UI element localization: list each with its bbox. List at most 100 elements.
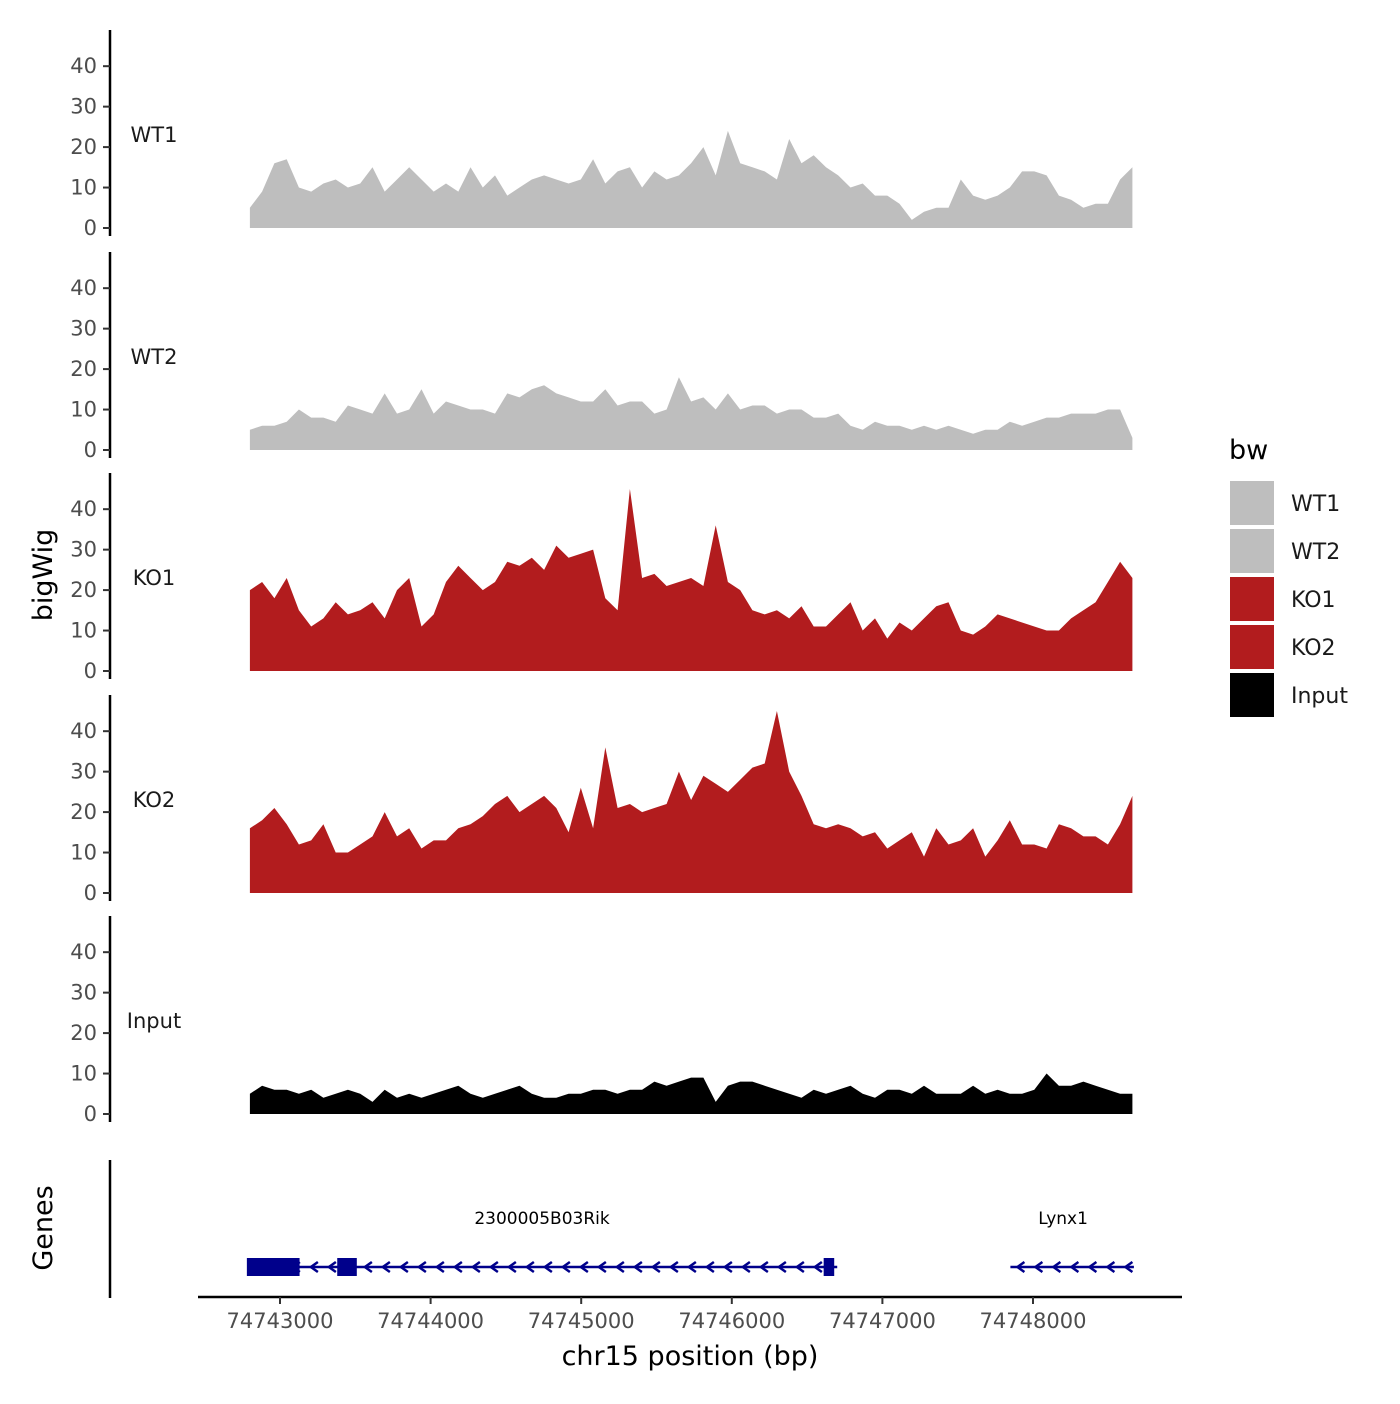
strand-arrow xyxy=(488,1260,499,1274)
genes-panel: 2300005B03Rik Lynx1 xyxy=(108,1160,1134,1298)
y-tick-label: 0 xyxy=(84,216,97,240)
x-axis: 74743000 74744000 74745000 74746000 74747000… xyxy=(198,1295,1182,1333)
strand-arrow xyxy=(326,1260,337,1274)
strand-arrow xyxy=(632,1260,643,1274)
coverage-tracks: 0 10 20 30 40 WT1 0 10 20 30 40 WT2 0 10 20 30 40 KO1 0 10 2… xyxy=(70,30,1133,1126)
track-label-wt2: WT2 xyxy=(131,345,178,369)
legend-swatch-ko2 xyxy=(1230,625,1274,669)
strand-arrow xyxy=(1051,1260,1062,1274)
strand-arrow xyxy=(362,1260,373,1274)
legend-label-input: Input xyxy=(1291,684,1348,709)
strand-arrow xyxy=(1015,1260,1026,1274)
coverage-area-wt2 xyxy=(249,377,1133,450)
track-label-ko1: KO1 xyxy=(133,566,176,590)
coverage-area-input xyxy=(249,1073,1133,1114)
strand-arrow xyxy=(1033,1260,1044,1274)
coverage-area-ko2 xyxy=(249,711,1133,893)
y-tick-label: 10 xyxy=(70,1062,97,1086)
track-label-input: Input xyxy=(127,1009,181,1033)
track-input: 0 10 20 30 40 Input xyxy=(70,916,1133,1126)
strand-arrow xyxy=(794,1260,805,1274)
strand-arrow xyxy=(560,1260,571,1274)
coverage-area-wt1 xyxy=(249,130,1133,228)
track-label-ko2: KO2 xyxy=(133,788,176,812)
y-tick-label: 40 xyxy=(70,940,97,964)
y-tick-label: 10 xyxy=(70,176,97,200)
strand-arrow xyxy=(452,1260,463,1274)
strand-arrow xyxy=(1105,1260,1116,1274)
track-wt2: 0 10 20 30 40 WT2 xyxy=(70,252,1133,462)
x-tick-label: 74746000 xyxy=(678,1309,785,1333)
genes-axis-title: Genes xyxy=(28,1185,59,1270)
gene-label-2300005b03rik: 2300005B03Rik xyxy=(474,1209,610,1229)
strand-arrow xyxy=(1069,1260,1080,1274)
strand-arrow xyxy=(380,1260,391,1274)
track-wt1: 0 10 20 30 40 WT1 xyxy=(70,30,1133,240)
x-tick-label: 74744000 xyxy=(377,1309,484,1333)
gene-lynx1: Lynx1 xyxy=(1010,1209,1134,1274)
y-tick-label: 30 xyxy=(70,95,97,119)
legend-swatch-wt1 xyxy=(1230,481,1274,525)
gene-label-lynx1: Lynx1 xyxy=(1038,1209,1088,1229)
track-label-wt1: WT1 xyxy=(131,123,178,147)
strand-arrow xyxy=(434,1260,445,1274)
strand-arrow xyxy=(470,1260,481,1274)
track-ko2: 0 10 20 30 40 KO2 xyxy=(70,695,1133,905)
legend: bw WT1 WT2 KO1 KO2 Input xyxy=(1229,435,1348,717)
legend-title: bw xyxy=(1229,435,1268,466)
strand-arrow xyxy=(758,1260,769,1274)
legend-swatch-ko1 xyxy=(1230,577,1274,621)
y-tick-label: 30 xyxy=(70,760,97,784)
coverage-area-ko1 xyxy=(249,489,1133,671)
y-tick-label: 20 xyxy=(70,357,97,381)
y-tick-label: 40 xyxy=(70,276,97,300)
strand-arrow xyxy=(668,1260,679,1274)
x-tick-label: 74745000 xyxy=(528,1309,635,1333)
legend-label-ko1: KO1 xyxy=(1291,588,1336,613)
legend-label-wt1: WT1 xyxy=(1291,492,1340,517)
y-tick-label: 20 xyxy=(70,1021,97,1045)
strand-arrow xyxy=(1123,1260,1134,1274)
y-tick-label: 0 xyxy=(84,659,97,683)
legend-label-ko2: KO2 xyxy=(1291,636,1336,661)
strand-arrow xyxy=(614,1260,625,1274)
y-tick-label: 30 xyxy=(70,317,97,341)
exon xyxy=(337,1258,357,1276)
strand-arrow xyxy=(578,1260,589,1274)
y-tick-label: 30 xyxy=(70,538,97,562)
y-tick-label: 40 xyxy=(70,497,97,521)
strand-arrow xyxy=(812,1260,823,1274)
y-tick-label: 0 xyxy=(84,1102,97,1126)
strand-arrow xyxy=(650,1260,661,1274)
strand-arrow xyxy=(776,1260,787,1274)
y-tick-label: 40 xyxy=(70,719,97,743)
y-tick-label: 10 xyxy=(70,619,97,643)
y-axis-title: bigWig xyxy=(28,529,59,622)
y-tick-label: 20 xyxy=(70,135,97,159)
y-tick-label: 0 xyxy=(84,438,97,462)
strand-arrow xyxy=(542,1260,553,1274)
strand-arrow xyxy=(1087,1260,1098,1274)
legend-label-wt2: WT2 xyxy=(1291,540,1340,565)
strand-arrow xyxy=(596,1260,607,1274)
legend-swatch-wt2 xyxy=(1230,529,1274,573)
exon xyxy=(246,1258,300,1276)
legend-swatch-input xyxy=(1230,673,1274,717)
strand-arrow xyxy=(308,1260,319,1274)
x-tick-label: 74743000 xyxy=(227,1309,334,1333)
strand-arrow xyxy=(740,1260,751,1274)
y-tick-label: 20 xyxy=(70,578,97,602)
strand-arrow xyxy=(506,1260,517,1274)
track-ko1: 0 10 20 30 40 KO1 xyxy=(70,473,1133,683)
strand-arrow xyxy=(416,1260,427,1274)
strand-arrow xyxy=(722,1260,733,1274)
x-tick-label: 74748000 xyxy=(980,1309,1087,1333)
y-tick-label: 20 xyxy=(70,800,97,824)
gene-2300005b03rik: 2300005B03Rik xyxy=(246,1209,838,1276)
y-tick-label: 30 xyxy=(70,981,97,1005)
y-tick-label: 0 xyxy=(84,881,97,905)
y-tick-label: 10 xyxy=(70,841,97,865)
y-tick-label: 10 xyxy=(70,398,97,422)
